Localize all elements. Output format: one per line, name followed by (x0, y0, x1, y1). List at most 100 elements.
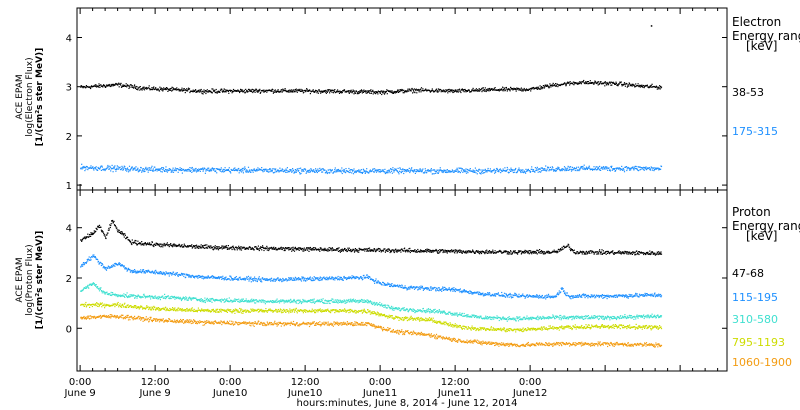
data-point (390, 250, 392, 253)
data-point (309, 171, 311, 173)
data-point (650, 166, 652, 168)
data-point (125, 268, 127, 270)
data-point (423, 250, 425, 252)
data-point (273, 248, 275, 250)
data-point (468, 90, 470, 92)
data-point (299, 278, 301, 280)
data-point (234, 169, 236, 171)
data-point (310, 278, 312, 280)
data-point (585, 82, 588, 85)
data-point (442, 170, 444, 172)
data-point (502, 170, 504, 172)
data-point (581, 251, 583, 254)
data-point (514, 292, 516, 294)
data-point (536, 296, 538, 298)
data-point (362, 168, 364, 170)
data-point (230, 276, 232, 278)
data-point (389, 91, 391, 93)
data-point (527, 296, 529, 298)
data-point (405, 171, 407, 173)
data-point (239, 90, 241, 92)
data-point (479, 169, 481, 171)
data-point (552, 85, 554, 87)
data-point (331, 250, 333, 252)
data-point (331, 91, 333, 93)
data-point (387, 172, 389, 174)
data-point (442, 91, 444, 93)
data-point (621, 295, 623, 297)
data-point (276, 170, 278, 172)
data-point (123, 84, 125, 86)
data-point (379, 91, 381, 93)
data-point (379, 282, 381, 285)
data-point (619, 169, 621, 171)
data-point (222, 247, 224, 249)
data-point (589, 252, 591, 254)
data-point (369, 169, 371, 171)
data-point (401, 248, 403, 250)
data-point (432, 249, 434, 251)
data-point (545, 84, 547, 86)
data-point (199, 169, 201, 171)
data-point (140, 242, 142, 244)
data-point (549, 84, 551, 86)
data-point (224, 170, 226, 172)
data-point (430, 171, 432, 173)
data-point (572, 297, 574, 299)
data-point (628, 82, 630, 84)
data-point (599, 82, 601, 84)
data-point (464, 290, 466, 292)
data-point (187, 275, 190, 277)
data-point (525, 88, 528, 90)
data-point (545, 296, 547, 299)
data-point (653, 293, 656, 295)
data-point (629, 253, 631, 255)
data-point (315, 171, 318, 173)
data-point (142, 270, 144, 272)
data-point (518, 251, 520, 253)
data-point (649, 253, 651, 256)
data-point (600, 253, 602, 255)
data-point (179, 167, 181, 169)
data-point (372, 279, 374, 281)
data-point (192, 246, 194, 248)
data-point (124, 85, 126, 87)
data-point (600, 251, 603, 253)
data-point (336, 249, 338, 251)
data-point (216, 172, 218, 174)
data-point (425, 287, 427, 289)
data-point (393, 170, 395, 172)
data-point (318, 249, 320, 251)
data-point (492, 249, 494, 251)
data-point (636, 250, 638, 252)
data-point (455, 90, 457, 92)
data-point (203, 276, 205, 278)
data-point (225, 245, 228, 247)
data-point (164, 274, 166, 276)
data-point (399, 167, 401, 169)
data-point (343, 168, 345, 171)
data-point (358, 92, 360, 94)
data-point (100, 165, 102, 167)
data-point (546, 170, 548, 172)
data-point (314, 277, 316, 279)
data-point (389, 170, 391, 172)
data-point (386, 89, 388, 91)
data-point (172, 246, 174, 248)
data-point (421, 250, 423, 252)
data-point (296, 248, 298, 250)
data-point (479, 253, 481, 255)
data-point (652, 252, 655, 254)
data-point (167, 273, 169, 275)
data-point (408, 167, 410, 169)
data-point (620, 168, 622, 170)
data-point (390, 250, 392, 252)
data-point (279, 248, 281, 250)
data-point (504, 89, 506, 91)
data-point (122, 169, 124, 171)
data-point (617, 250, 619, 252)
data-point (536, 86, 538, 88)
data-point (521, 251, 523, 253)
data-point (172, 88, 175, 90)
data-point (375, 91, 377, 93)
